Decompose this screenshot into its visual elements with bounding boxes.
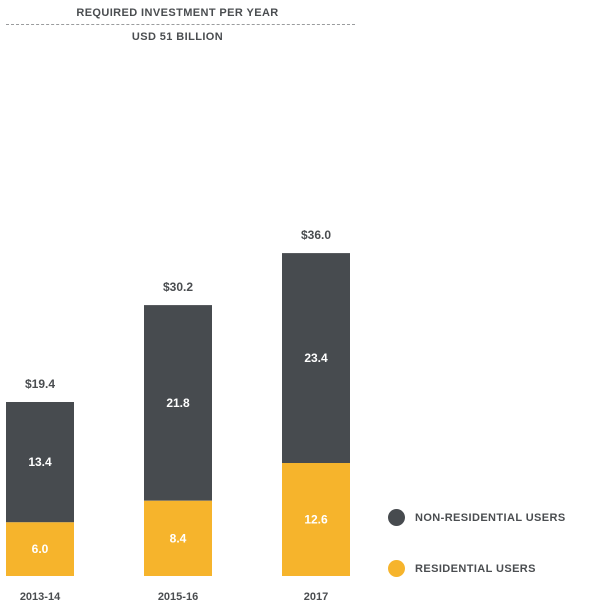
legend-label-non-residential: NON-RESIDENTIAL USERS — [415, 511, 566, 524]
x-tick-label: 2017 — [304, 591, 328, 603]
legend-item-residential: RESIDENTIAL USERS — [388, 560, 536, 577]
data-label: 21.8 — [166, 396, 190, 410]
bar-segment-non-residential — [144, 305, 212, 501]
x-tick-label: 2015-16 — [158, 591, 198, 603]
data-label: 13.4 — [28, 455, 52, 469]
bar-segment-residential — [282, 463, 350, 576]
legend-swatch-non-residential — [388, 509, 405, 526]
data-label: 6.0 — [32, 542, 49, 556]
x-tick-label: 2013-14 — [20, 591, 61, 603]
total-label: $30.2 — [163, 280, 193, 294]
header-divider — [6, 24, 355, 25]
data-label: 23.4 — [304, 351, 328, 365]
bar-segment-residential — [6, 522, 74, 576]
bar-segment-non-residential — [282, 253, 350, 463]
total-label: $19.4 — [25, 377, 55, 391]
bar-segment-residential — [144, 500, 212, 576]
legend-label-residential: RESIDENTIAL USERS — [415, 562, 536, 575]
legend-item-non-residential: NON-RESIDENTIAL USERS — [388, 509, 566, 526]
data-label: 12.6 — [304, 513, 328, 527]
chart-title: REQUIRED INVESTMENT PER YEAR — [76, 7, 279, 19]
legend-swatch-residential — [388, 560, 405, 577]
chart-subtitle: USD 51 BILLION — [131, 31, 224, 43]
total-label: $36.0 — [301, 228, 331, 242]
data-label: 8.4 — [170, 531, 187, 545]
bar-segment-non-residential — [6, 402, 74, 523]
